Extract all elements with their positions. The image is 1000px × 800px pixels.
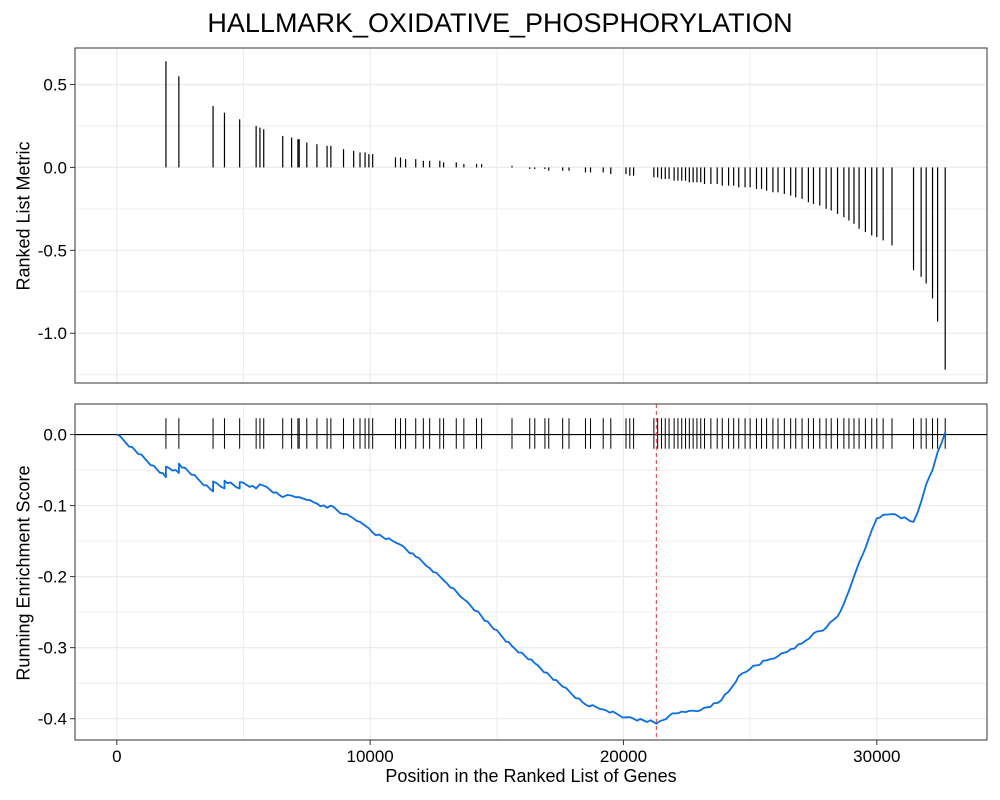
y-tick-label: -0.5 — [38, 241, 67, 260]
ranked-list-metric-panel: 0.5 0.0 -0.5 -1.0 — [38, 47, 988, 384]
y-tick-label: -0.1 — [38, 497, 67, 516]
y-tick-label: 0.0 — [43, 426, 67, 445]
ranked-list-metric-axis-label: Ranked List Metric — [13, 141, 34, 291]
chart-title: HALLMARK_OXIDATIVE_PHOSPHORYLATION — [207, 8, 793, 38]
x-axis-label: Position in the Ranked List of Genes — [385, 766, 677, 786]
panel-border — [74, 403, 988, 741]
y-tick-label: -0.4 — [38, 710, 67, 729]
running-es-line — [116, 432, 947, 725]
y-tick-label: 0.0 — [43, 158, 67, 177]
y-tick-label: -0.2 — [38, 568, 67, 587]
x-tick-label: 10000 — [346, 747, 393, 766]
x-tick-label: 30000 — [853, 747, 900, 766]
y-tick-label: -0.3 — [38, 639, 67, 658]
running-enrichment-score-axis-label: Running Enrichment Score — [13, 465, 34, 681]
x-tick-label: 20000 — [600, 747, 647, 766]
x-tick-label: 0 — [112, 747, 121, 766]
y-tick-label: -1.0 — [38, 324, 67, 343]
y-tick-label: 0.5 — [43, 75, 67, 94]
running-enrichment-score-panel: 0.0 -0.1 -0.2 -0.3 -0.4 0 10000 20000 30000 — [38, 403, 988, 766]
panel-border — [74, 47, 988, 384]
